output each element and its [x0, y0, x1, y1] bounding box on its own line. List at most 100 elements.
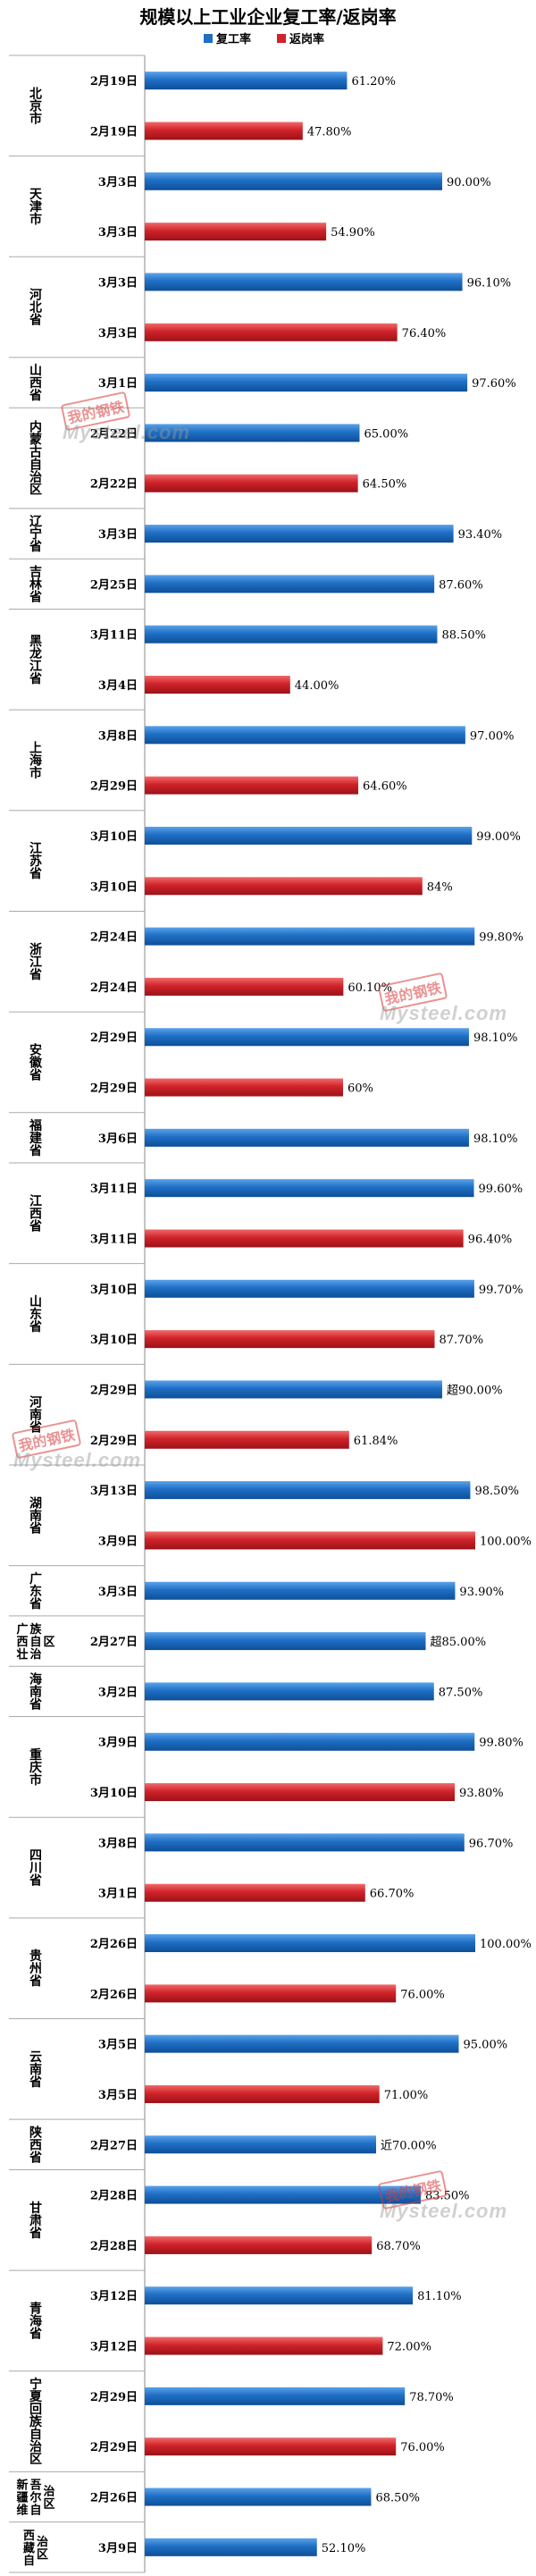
group-labels-layer: 北京市天津市河北省山西省内蒙古自治区辽宁省吉林省黑龙江省上海市江苏省浙江省安徽省…	[16, 87, 54, 2568]
data-label: 76.00%	[400, 1988, 445, 2001]
data-label: 47.80%	[307, 125, 352, 139]
region-label: 吉林省	[29, 564, 42, 604]
region-label: 湖南省	[29, 1496, 42, 1536]
region-label: 辽宁省	[29, 515, 43, 554]
region-label: 新疆维吾尔自治区	[16, 2479, 54, 2518]
data-label: 96.70%	[469, 1837, 514, 1850]
region-label: 黑龙江省	[29, 635, 42, 686]
bar	[145, 1279, 474, 1298]
date-tick-label: 3月9日	[98, 2542, 138, 2555]
date-tick-label: 3月3日	[98, 276, 138, 290]
data-label: 超90.00%	[447, 1384, 503, 1397]
region-label: 北京市	[29, 87, 42, 126]
bar	[145, 2235, 373, 2254]
bar	[145, 2387, 406, 2405]
date-tick-label: 2月29日	[90, 1031, 138, 1045]
data-label: 93.40%	[458, 528, 503, 542]
region-label: 安徽省	[29, 1042, 43, 1082]
bar	[145, 1632, 426, 1651]
bar	[145, 2336, 383, 2355]
bar	[145, 273, 463, 291]
data-label: 100.00%	[480, 1938, 532, 1951]
date-tick-label: 3月9日	[98, 1737, 138, 1750]
region-label: 四川省	[29, 1849, 42, 1889]
bar	[145, 1028, 469, 1047]
bar	[145, 2437, 397, 2456]
bar	[145, 877, 423, 896]
date-tick-label: 2月22日	[90, 427, 138, 441]
date-tick-label: 3月10日	[90, 1787, 138, 1800]
region-label: 甘肃省	[29, 2201, 42, 2241]
region-label: 江苏省	[29, 841, 42, 881]
legend-swatch	[204, 34, 213, 43]
region-label: 云南省	[29, 2050, 42, 2090]
date-tick-label: 2月29日	[90, 1435, 138, 1448]
bar	[145, 2488, 372, 2506]
data-label: 66.70%	[370, 1888, 415, 1901]
bar	[145, 1883, 365, 1902]
data-label: 61.20%	[351, 75, 396, 88]
bar	[145, 474, 358, 492]
region-label: 山东省	[29, 1295, 42, 1334]
date-tick-label: 2月26日	[90, 2492, 138, 2505]
bar	[145, 172, 442, 190]
bar	[145, 977, 344, 996]
bar	[145, 1380, 442, 1399]
bar	[145, 374, 468, 392]
bar	[145, 1229, 464, 1248]
region-label: 青海省	[29, 2301, 42, 2341]
region-label: 广东省	[29, 1571, 42, 1612]
date-tick-label: 2月28日	[90, 2190, 138, 2203]
region-label: 内蒙古自治区	[29, 420, 42, 498]
bar	[145, 726, 465, 745]
bar	[145, 223, 327, 241]
bar	[145, 2084, 380, 2103]
data-label: 近70.00%	[381, 2139, 437, 2152]
bar	[145, 2034, 459, 2053]
bar	[145, 575, 435, 593]
data-label: 52.10%	[322, 2542, 366, 2555]
data-label: 88.50%	[441, 629, 486, 643]
region-label: 天津市	[29, 188, 43, 227]
data-label: 61.84%	[354, 1435, 398, 1448]
data-label: 99.80%	[479, 931, 523, 945]
data-label: 71.00%	[384, 2089, 429, 2102]
data-label: 87.70%	[439, 1334, 483, 1347]
date-tick-label: 3月1日	[98, 377, 138, 391]
date-tick-label: 2月29日	[90, 2391, 138, 2404]
data-label: 98.10%	[473, 1031, 518, 1045]
date-tick-label: 3月6日	[98, 1132, 138, 1146]
date-tick-label: 2月19日	[90, 75, 138, 88]
date-tick-label: 2月25日	[90, 578, 138, 592]
date-tick-label: 3月2日	[98, 1686, 138, 1699]
date-tick-label: 3月3日	[98, 327, 138, 341]
date-tick-label: 3月3日	[98, 226, 138, 240]
data-label: 99.80%	[479, 1737, 523, 1750]
data-label: 98.50%	[474, 1485, 519, 1498]
date-tick-label: 3月12日	[90, 2341, 138, 2354]
region-label: 陕西省	[29, 2125, 42, 2165]
bar	[145, 1128, 469, 1147]
date-tick-label: 3月11日	[90, 1233, 138, 1247]
bar	[145, 2135, 376, 2154]
date-tick-label: 3月8日	[98, 729, 138, 743]
date-tick-label: 3月11日	[90, 629, 138, 643]
data-label: 44.00%	[295, 679, 339, 693]
data-label: 68.50%	[375, 2492, 420, 2505]
region-label: 浙江省	[29, 942, 42, 982]
data-label: 54.90%	[331, 226, 375, 240]
date-tick-label: 2月29日	[90, 780, 138, 794]
date-tick-label: 3月8日	[98, 1837, 138, 1850]
data-label: 64.50%	[363, 478, 407, 492]
region-label: 贵州省	[29, 1949, 42, 1989]
data-label: 97.60%	[472, 377, 516, 391]
data-label: 83.50%	[425, 2190, 470, 2203]
date-tick-label: 3月1日	[98, 1888, 138, 1901]
bar	[145, 1430, 349, 1449]
date-tick-label: 2月26日	[90, 1988, 138, 2001]
chart-title: 规模以上工业企业复工率/返岗率	[139, 6, 396, 28]
legend-swatch	[277, 34, 286, 43]
date-tick-label: 2月29日	[90, 1384, 138, 1397]
data-label: 81.10%	[417, 2290, 462, 2303]
data-label: 99.70%	[479, 1284, 523, 1297]
